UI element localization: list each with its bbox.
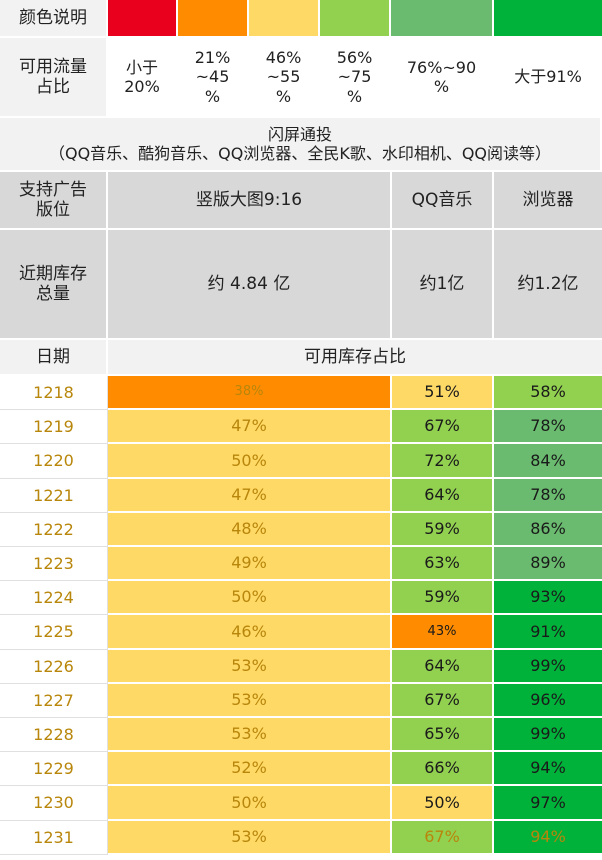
row-value: 48%	[108, 513, 392, 547]
row-value: 38%	[108, 376, 392, 410]
row-value: 94%	[494, 752, 602, 786]
legend-swatch	[178, 0, 249, 38]
row-date: 1224	[0, 581, 108, 615]
inventory-browser: 约1.2亿	[494, 230, 602, 340]
row-value: 78%	[494, 479, 602, 513]
range-value: 小于 20%	[108, 38, 178, 118]
inventory-vertical: 约 4.84 亿	[108, 230, 392, 340]
banner: 闪屏通投 （QQ音乐、酷狗音乐、QQ浏览器、全民K歌、水印相机、QQ阅读等）	[0, 118, 602, 172]
row-value: 91%	[494, 615, 602, 650]
row-value: 53%	[108, 821, 392, 855]
ad-position-vertical: 竖版大图9:16	[108, 172, 392, 230]
legend-swatch	[494, 0, 602, 38]
row-value: 99%	[494, 718, 602, 752]
row-date: 1225	[0, 615, 108, 650]
legend-label: 颜色说明	[0, 0, 108, 38]
row-value: 97%	[494, 786, 602, 821]
row-date: 1218	[0, 376, 108, 410]
legend-swatch	[320, 0, 391, 38]
row-value: 50%	[392, 786, 494, 821]
row-date: 1229	[0, 752, 108, 786]
legend-swatch	[249, 0, 320, 38]
ranges-label: 可用流量 占比	[0, 38, 108, 118]
row-value: 96%	[494, 684, 602, 718]
legend-swatch	[391, 0, 494, 38]
row-value: 63%	[392, 547, 494, 581]
row-value: 66%	[392, 752, 494, 786]
legend-swatch	[108, 0, 178, 38]
row-value: 86%	[494, 513, 602, 547]
inventory-qqmusic: 约1亿	[392, 230, 494, 340]
row-value: 67%	[392, 410, 494, 444]
row-value: 47%	[108, 410, 392, 444]
row-value: 84%	[494, 444, 602, 479]
row-value: 72%	[392, 444, 494, 479]
row-value: 46%	[108, 615, 392, 650]
row-value: 94%	[494, 821, 602, 855]
ad-positions-label: 支持广告 版位	[0, 172, 108, 230]
row-date: 1230	[0, 786, 108, 821]
row-value: 53%	[108, 684, 392, 718]
range-value: 大于91%	[494, 38, 602, 118]
row-value: 64%	[392, 650, 494, 684]
row-value: 50%	[108, 786, 392, 821]
row-value: 53%	[108, 650, 392, 684]
row-date: 1228	[0, 718, 108, 752]
inventory-label: 近期库存 总量	[0, 230, 108, 340]
banner-title: 闪屏通投	[267, 124, 332, 144]
row-value: 58%	[494, 376, 602, 410]
row-value: 67%	[392, 821, 494, 855]
row-date: 1221	[0, 479, 108, 513]
range-value: 46% ~55 %	[249, 38, 320, 118]
row-date: 1226	[0, 650, 108, 684]
banner-subtitle: （QQ音乐、酷狗音乐、QQ浏览器、全民K歌、水印相机、QQ阅读等）	[48, 144, 552, 163]
row-value: 50%	[108, 581, 392, 615]
range-value: 21% ~45 %	[178, 38, 249, 118]
row-date: 1220	[0, 444, 108, 479]
row-value: 59%	[392, 513, 494, 547]
row-value: 53%	[108, 718, 392, 752]
ad-position-qqmusic: QQ音乐	[392, 172, 494, 230]
row-value: 89%	[494, 547, 602, 581]
row-value: 93%	[494, 581, 602, 615]
row-value: 64%	[392, 479, 494, 513]
row-date: 1219	[0, 410, 108, 444]
ratio-header: 可用库存占比	[108, 340, 602, 376]
row-date: 1231	[0, 821, 108, 855]
row-value: 67%	[392, 684, 494, 718]
ad-position-browser: 浏览器	[494, 172, 602, 230]
row-value: 65%	[392, 718, 494, 752]
range-value: 56% ~75 %	[320, 38, 391, 118]
range-value: 76%~90 %	[391, 38, 494, 118]
row-date: 1222	[0, 513, 108, 547]
date-header: 日期	[0, 340, 108, 376]
row-value: 51%	[392, 376, 494, 410]
row-value: 78%	[494, 410, 602, 444]
row-value: 52%	[108, 752, 392, 786]
row-value: 49%	[108, 547, 392, 581]
row-date: 1227	[0, 684, 108, 718]
row-value: 43%	[392, 615, 494, 650]
row-value: 99%	[494, 650, 602, 684]
row-date: 1223	[0, 547, 108, 581]
row-value: 47%	[108, 479, 392, 513]
row-value: 50%	[108, 444, 392, 479]
row-value: 59%	[392, 581, 494, 615]
